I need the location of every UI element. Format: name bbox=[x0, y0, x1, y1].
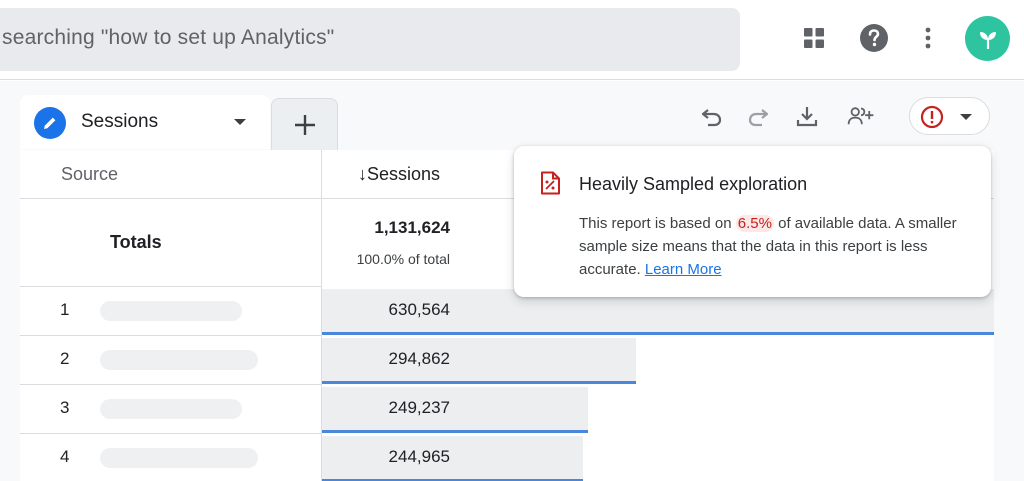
redacted-source bbox=[100, 399, 242, 419]
add-tab-button[interactable] bbox=[271, 98, 338, 150]
avatar[interactable] bbox=[965, 16, 1010, 61]
learn-more-link[interactable]: Learn More bbox=[644, 261, 722, 278]
row-bar-line bbox=[322, 430, 588, 433]
sessions-table: Source ↓Sessions Totals 1,131,624 100.0%… bbox=[20, 150, 994, 481]
redacted-source bbox=[100, 350, 258, 370]
row-value: 630,564 bbox=[388, 300, 450, 319]
apps-grid-icon[interactable] bbox=[798, 22, 830, 54]
column-divider bbox=[321, 150, 322, 481]
popover-text-before: This report is based on bbox=[579, 215, 732, 232]
search-input[interactable]: searching "how to set up Analytics" bbox=[2, 26, 335, 49]
top-bar: searching "how to set up Analytics" bbox=[0, 0, 1024, 80]
header-divider bbox=[20, 198, 994, 199]
pencil-icon[interactable] bbox=[34, 107, 66, 139]
row-bar bbox=[322, 387, 588, 432]
sort-arrow-icon: ↓ bbox=[358, 164, 367, 184]
redo-icon[interactable] bbox=[745, 102, 773, 130]
chevron-down-icon bbox=[960, 114, 972, 120]
row-value: 244,965 bbox=[388, 447, 450, 466]
warning-icon bbox=[920, 105, 944, 129]
redacted-source bbox=[100, 301, 242, 321]
row-bar bbox=[322, 338, 636, 383]
column-header-source[interactable]: Source bbox=[61, 164, 119, 184]
totals-value: 1,131,624 bbox=[374, 218, 450, 237]
row-bar-line bbox=[322, 381, 636, 384]
row-divider bbox=[20, 384, 321, 385]
sampled-data-icon bbox=[541, 171, 560, 195]
row-divider bbox=[20, 335, 321, 336]
row-value: 249,237 bbox=[388, 398, 450, 417]
row-bar-line bbox=[322, 332, 994, 335]
sample-percent-badge: 6.5% bbox=[735, 215, 774, 232]
totals-pct: 100.0% of total bbox=[356, 251, 450, 267]
share-icon[interactable] bbox=[847, 102, 875, 130]
popover-text-after: of available data. A smaller sample size… bbox=[579, 215, 957, 278]
undo-icon[interactable] bbox=[697, 102, 725, 130]
download-icon[interactable] bbox=[793, 102, 821, 130]
column-header-sessions[interactable]: ↓Sessions bbox=[358, 164, 440, 185]
popover-title: Heavily Sampled exploration bbox=[579, 174, 808, 194]
row-value: 294,862 bbox=[388, 349, 450, 368]
row-bar-line bbox=[322, 479, 583, 481]
row-index: 2 bbox=[60, 349, 70, 368]
popover-body: This report is based on 6.5% of availabl… bbox=[579, 212, 969, 281]
table-row[interactable]: 4 244,965 bbox=[20, 434, 994, 481]
redacted-source bbox=[100, 448, 258, 468]
help-icon[interactable] bbox=[858, 22, 890, 54]
row-divider bbox=[20, 433, 321, 434]
tab-label: Sessions bbox=[81, 111, 159, 132]
table-row[interactable]: 2 294,862 bbox=[20, 336, 994, 385]
totals-divider bbox=[20, 286, 321, 287]
column-header-sessions-label: Sessions bbox=[367, 164, 441, 184]
plus-icon bbox=[294, 114, 315, 135]
row-bar bbox=[322, 436, 583, 481]
tab-sessions[interactable]: Sessions bbox=[20, 95, 270, 149]
table-row[interactable]: 1 630,564 bbox=[20, 287, 994, 336]
totals-label: Totals bbox=[110, 232, 162, 252]
sampling-warning-button[interactable] bbox=[909, 97, 990, 135]
row-index: 1 bbox=[60, 300, 70, 319]
more-vert-icon[interactable] bbox=[912, 22, 944, 54]
sampling-popover: Heavily Sampled exploration This report … bbox=[514, 146, 991, 297]
search-bar[interactable]: searching "how to set up Analytics" bbox=[0, 8, 740, 71]
row-index: 3 bbox=[60, 398, 70, 417]
row-index: 4 bbox=[60, 447, 70, 466]
chevron-down-icon[interactable] bbox=[234, 119, 246, 125]
table-row[interactable]: 3 249,237 bbox=[20, 385, 994, 434]
